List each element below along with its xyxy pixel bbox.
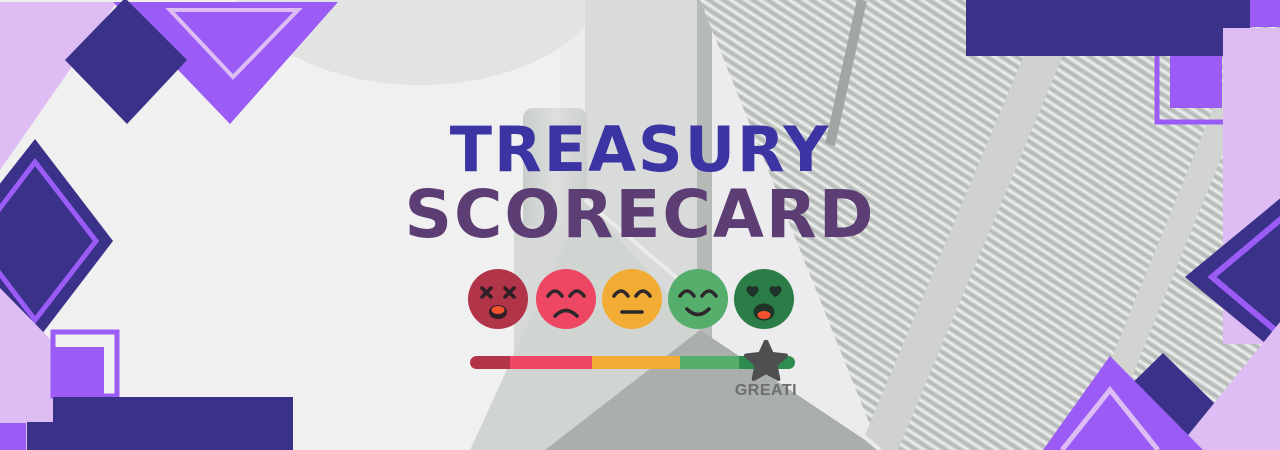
deco-top-right — [966, 0, 1280, 344]
dead-face-emoji[interactable] — [468, 269, 528, 329]
emoji-rating-row — [468, 269, 794, 329]
neutral-face-emoji[interactable] — [602, 269, 662, 329]
slider-segment-bad[interactable] — [510, 356, 592, 369]
love-face-emoji[interactable] — [734, 269, 794, 329]
deco-middle-left — [0, 139, 113, 343]
rating-slider[interactable] — [455, 340, 815, 410]
happy-face-emoji[interactable] — [668, 269, 728, 329]
slider-segment-very-bad[interactable] — [470, 356, 510, 369]
deco-bottom-left — [0, 288, 293, 450]
slider-segment-good[interactable] — [680, 356, 739, 369]
star-marker-icon[interactable] — [744, 340, 788, 381]
deco-bottom-right — [1043, 198, 1280, 450]
sad-face-emoji[interactable] — [536, 269, 596, 329]
rating-value-label: GREATI — [734, 382, 798, 399]
deco-top-left — [0, 0, 338, 170]
slider-segment-okay[interactable] — [592, 356, 680, 369]
